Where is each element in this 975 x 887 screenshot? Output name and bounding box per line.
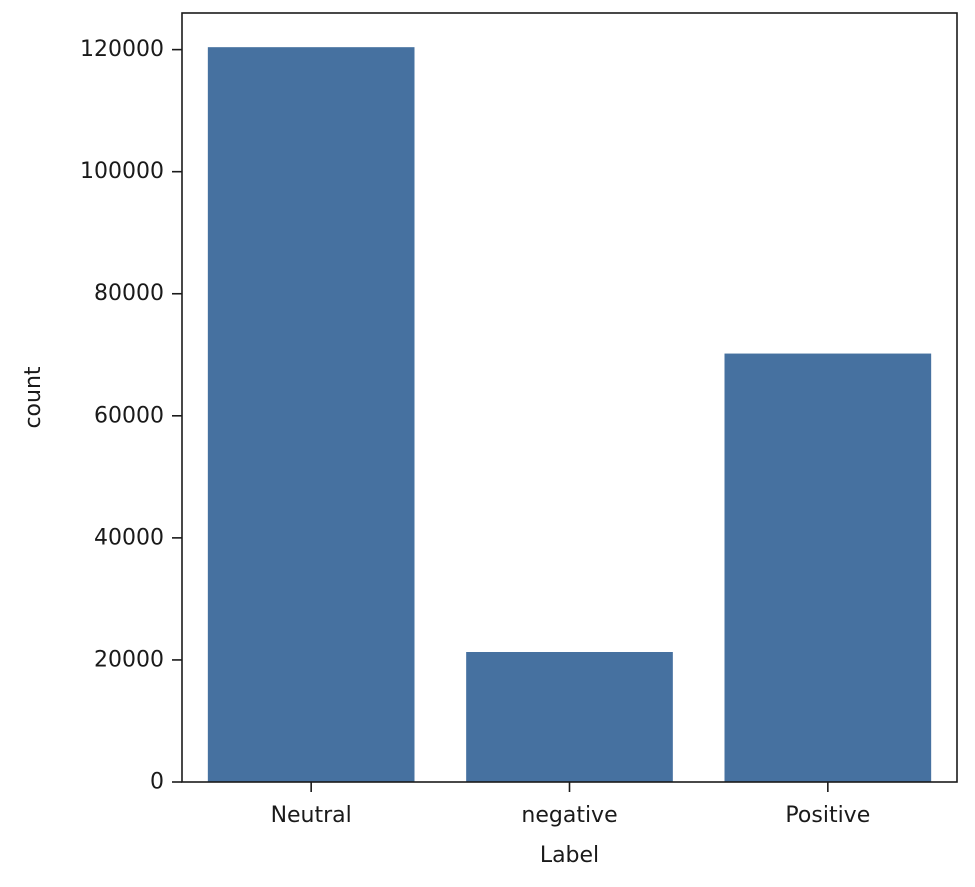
y-tick-label: 40000	[94, 525, 164, 550]
y-axis: 0 20000 40000 60000 80000 100000 120000	[80, 37, 182, 795]
y-tick-label: 120000	[80, 37, 164, 62]
y-tick-label: 0	[150, 770, 164, 795]
y-tick-label: 80000	[94, 281, 164, 306]
x-tick-label-negative: negative	[521, 803, 617, 828]
y-axis-title: count	[21, 366, 46, 428]
x-tick-label-positive: Positive	[785, 803, 870, 828]
bars-layer	[207, 47, 932, 782]
bar-neutral	[207, 47, 415, 782]
y-tick-label: 60000	[94, 403, 164, 428]
bar-negative	[466, 652, 673, 782]
x-axis: Neutral negative Positive	[271, 782, 870, 828]
plot-frame	[181, 12, 958, 783]
x-axis-title: Label	[540, 843, 599, 868]
x-tick-label-neutral: Neutral	[271, 803, 352, 828]
bar-positive	[724, 353, 932, 782]
y-tick-label: 20000	[94, 647, 164, 672]
y-tick-label: 100000	[80, 159, 164, 184]
